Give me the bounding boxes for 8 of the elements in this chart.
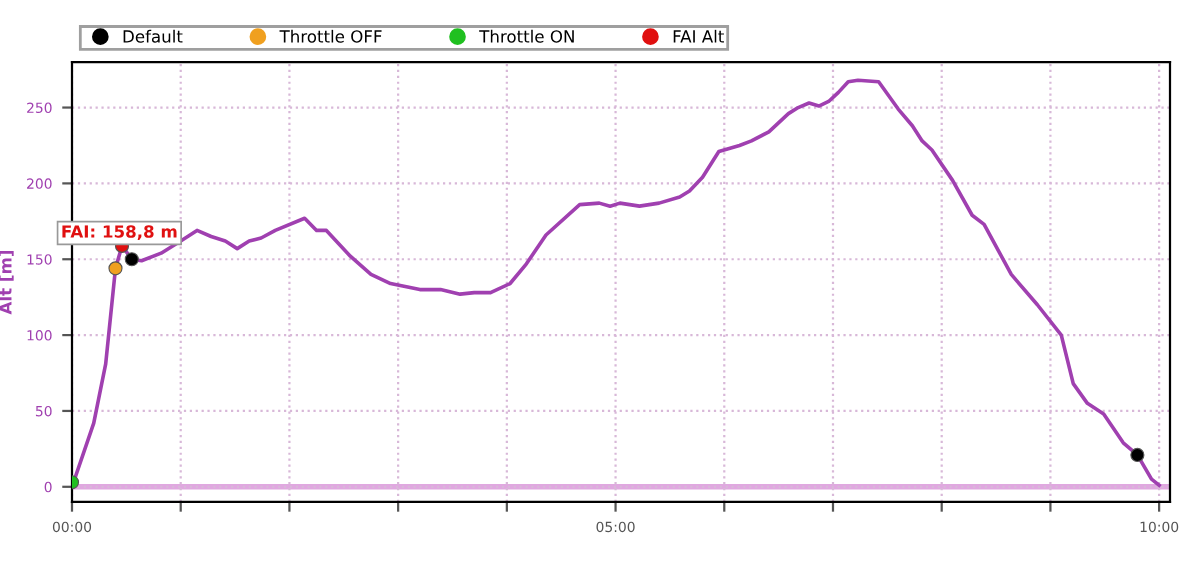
legend-label: Throttle ON	[479, 29, 574, 43]
legend-label: Default	[123, 29, 183, 43]
legend-label: FAI Alt	[673, 29, 724, 43]
legend-label: Throttle OFF	[279, 29, 382, 43]
annotation: FAI: 158,8 m	[62, 225, 177, 240]
point	[108, 261, 123, 276]
point	[124, 252, 139, 267]
point	[1130, 447, 1145, 463]
